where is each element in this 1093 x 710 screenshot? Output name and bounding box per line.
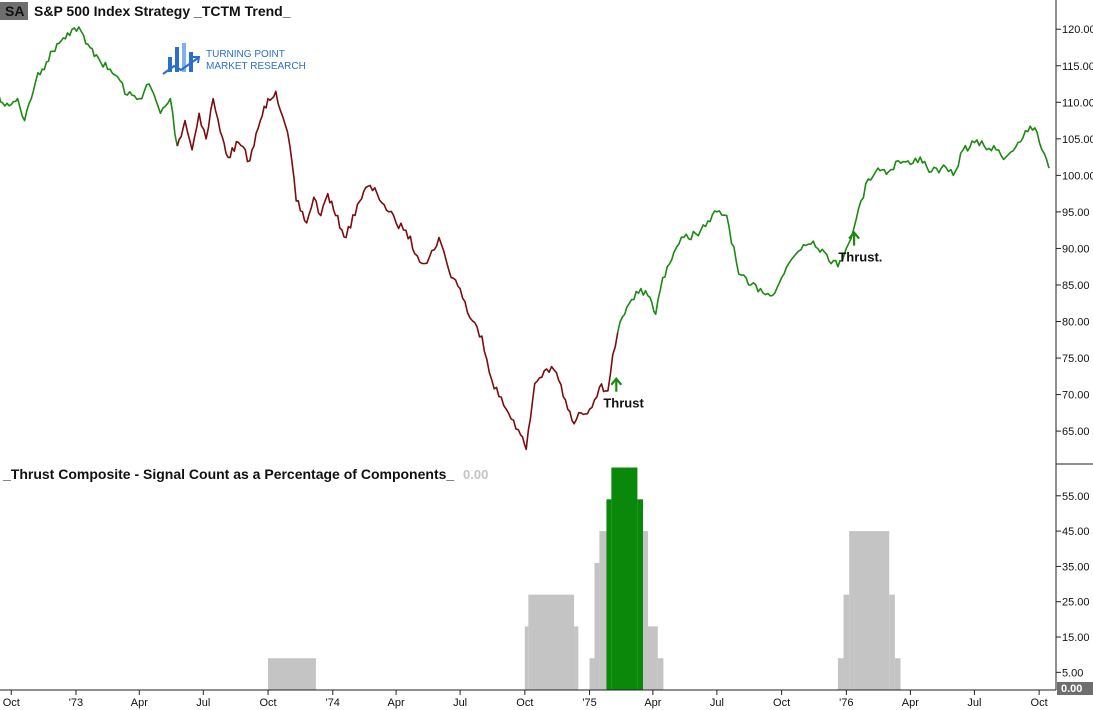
logo: TURNING POINT MARKET RESEARCH [162, 43, 306, 75]
indicator-y-tick-label: 35.00 [1062, 561, 1090, 573]
logo-line-1: TURNING POINT [206, 49, 285, 60]
bar-chart-arrow-icon [162, 43, 201, 75]
x-tick-label: '76 [839, 697, 853, 709]
x-tick-label: Oct [1031, 697, 1048, 709]
last-value-badge [1057, 682, 1093, 695]
x-tick-label: Apr [131, 697, 148, 709]
indicator-bar-6 [599, 531, 607, 690]
price-panel: Thrust Thrust. 65.00 70.00 75.00 80.00 85.00 9… [0, 0, 1093, 464]
price-y-tick-label: 85.00 [1062, 280, 1090, 292]
x-tick-label: Apr [388, 697, 405, 709]
thrust-arrow-icon [848, 230, 860, 246]
symbol-label: SA [5, 3, 24, 19]
indicator-bar-2 [528, 594, 575, 690]
price-y-tick-label: 120.00 [1062, 24, 1093, 36]
indicator-bar-15 [849, 531, 890, 690]
indicator-y-tick-label: 25.00 [1062, 597, 1090, 609]
x-tick-label: Oct [259, 697, 276, 709]
indicator-bar-0 [268, 658, 316, 690]
indicator-panel: _Thrust Composite - Signal Count as a Pe… [2, 464, 1093, 695]
price-y-tick-label: 95.00 [1062, 207, 1090, 219]
price-series-group [0, 26, 1050, 451]
price-y-axis: 65.00 70.00 75.00 80.00 85.00 90.00 95.00 100.0… [1056, 24, 1093, 438]
x-tick-label: Oct [3, 697, 20, 709]
price-y-tick-label: 115.00 [1062, 61, 1093, 73]
price-line-bullish-2 [616, 125, 1050, 333]
thrust-arrow-icon [610, 377, 623, 392]
indicator-bar-10 [643, 531, 648, 690]
indicator-bar-4 [589, 658, 595, 690]
price-y-tick-label: 80.00 [1062, 317, 1090, 329]
price-y-tick-label: 90.00 [1062, 243, 1090, 255]
indicator-bar-12 [657, 658, 664, 690]
indicator-bar-11 [647, 626, 658, 690]
x-tick-label: '73 [69, 697, 83, 709]
price-line-bullish-0 [0, 26, 179, 147]
indicator-y-tick-label: 55.00 [1062, 491, 1090, 503]
annotation-1: Thrust. [838, 250, 882, 265]
x-tick-label: Oct [773, 697, 790, 709]
x-tick-label: '75 [582, 697, 596, 709]
logo-line-2: MARKET RESEARCH [206, 61, 306, 72]
price-y-tick-label: 110.00 [1062, 97, 1093, 109]
price-line-bearish-1 [176, 90, 619, 451]
indicator-bar-13 [837, 658, 844, 690]
indicator-bar-3 [574, 626, 579, 690]
indicator-bar-8 [611, 467, 638, 690]
price-y-tick-label: 100.00 [1062, 170, 1093, 182]
x-tick-label: '74 [326, 697, 340, 709]
indicator-bars [268, 467, 901, 690]
indicator-y-tick-label: 45.00 [1062, 526, 1090, 538]
x-tick-label: Jul [710, 697, 724, 709]
symbol-badge [0, 2, 28, 20]
x-axis: Oct '73 Apr Jul Oct '74 Apr Jul Oct '75 Apr Jul Oct '… [3, 690, 1048, 709]
indicator-bar-14 [843, 594, 850, 690]
indicator-y-tick-label: 5.00 [1062, 667, 1083, 679]
indicator-bar-1 [524, 626, 529, 690]
price-y-tick-label: 105.00 [1062, 134, 1093, 146]
indicator-bar-7 [606, 499, 612, 690]
indicator-bar-5 [594, 562, 600, 690]
price-chart-title: S&P 500 Index Strategy _TCTM Trend_ [34, 3, 291, 19]
x-tick-label: Apr [902, 697, 919, 709]
last-value-text: 0.00 [1061, 683, 1082, 695]
indicator-bar-16 [889, 594, 895, 690]
price-y-tick-label: 65.00 [1062, 426, 1090, 438]
x-tick-label: Jul [453, 697, 467, 709]
annotation-0: Thrust [603, 396, 644, 411]
indicator-y-tick-label: 15.00 [1062, 632, 1090, 644]
x-tick-label: Jul [196, 697, 210, 709]
indicator-bar-9 [637, 499, 644, 690]
indicator-title: _Thrust Composite - Signal Count as a Pe… [2, 466, 454, 482]
indicator-value-label: 0.00 [463, 467, 488, 482]
price-annotations: Thrust Thrust. [603, 230, 882, 411]
x-tick-label: Jul [967, 697, 981, 709]
price-y-tick-label: 70.00 [1062, 390, 1090, 402]
indicator-bar-17 [894, 658, 901, 690]
price-y-tick-label: 75.00 [1062, 353, 1090, 365]
x-tick-label: Oct [516, 697, 533, 709]
x-tick-label: Apr [644, 697, 661, 709]
indicator-y-axis: 5.00 15.00 25.00 35.00 45.00 55.00 [1056, 491, 1090, 679]
